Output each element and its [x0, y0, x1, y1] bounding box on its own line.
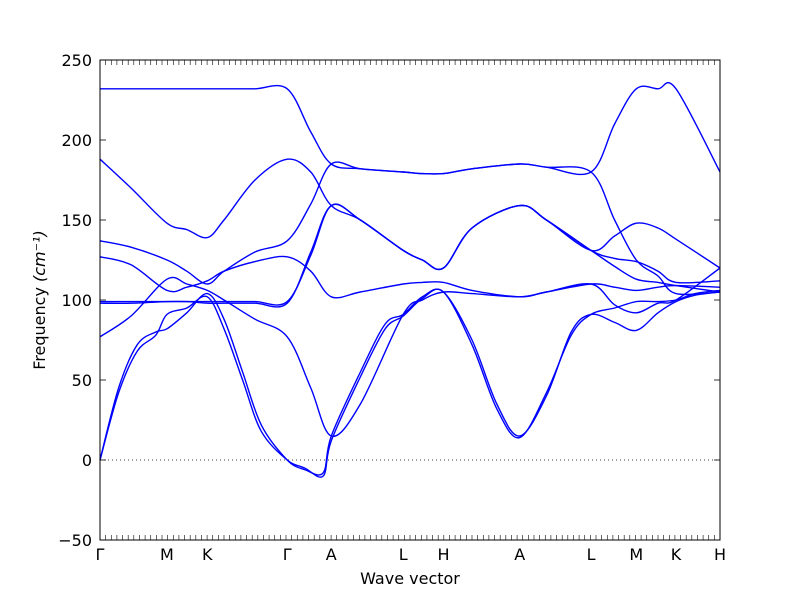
y-axis-label: Frequency (cm⁻¹) — [30, 230, 49, 369]
x-tick-label: L — [399, 545, 408, 564]
x-tick-label: H — [437, 545, 449, 564]
band-8 — [99, 158, 721, 284]
x-tick-label: K — [671, 545, 682, 564]
band-9 — [99, 84, 721, 296]
y-tick-label: 200 — [61, 131, 92, 150]
x-tick-label: A — [326, 545, 337, 564]
y-axis-title: Frequency (cm⁻¹) — [30, 230, 49, 369]
x-tick-label: M — [629, 545, 643, 564]
x-tick-label: Γ — [96, 545, 105, 564]
y-tick-label: 250 — [61, 51, 92, 70]
y-tick-label: −50 — [58, 531, 92, 550]
y-tick-label: 0 — [82, 451, 92, 470]
x-tick-label: K — [202, 545, 213, 564]
y-ticks: −50 0 50 100 150 200 250 — [58, 51, 720, 550]
x-axis-title: Wave vector — [360, 569, 460, 588]
plot-area: Γ M K Γ A L H A L M K H −50 0 50 100 150 200 250 — [58, 51, 726, 564]
y-tick-label: 50 — [72, 371, 92, 390]
band-6 — [99, 255, 721, 299]
phonon-bands — [99, 81, 721, 478]
x-tick-label: H — [714, 545, 726, 564]
y-tick-label: 100 — [61, 291, 92, 310]
y-tick-label: 150 — [61, 211, 92, 230]
x-tick-label: M — [160, 545, 174, 564]
x-tick-label: L — [587, 545, 596, 564]
band-2 — [99, 288, 721, 478]
plot-frame — [99, 59, 721, 541]
band-3 — [99, 267, 721, 437]
band-1 — [99, 288, 721, 476]
x-tick-label: Γ — [283, 545, 292, 564]
x-tick-label: A — [514, 545, 525, 564]
